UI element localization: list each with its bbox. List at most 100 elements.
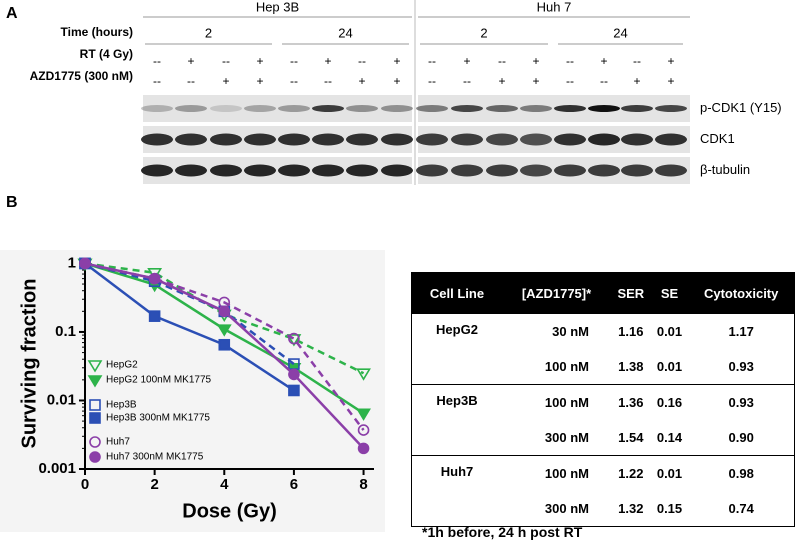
blot-band	[520, 133, 552, 146]
blot-label: p-CDK1 (Y15)	[700, 100, 782, 115]
table-row: 100 nM 1.38 0.01 0.93	[412, 349, 795, 385]
rt-sign: --	[633, 54, 641, 68]
marker	[356, 368, 371, 381]
y-tick-label: 0.1	[55, 323, 76, 340]
blot-background	[143, 95, 412, 122]
blot-band	[346, 164, 378, 177]
table-cell: 0.01	[650, 455, 689, 491]
marker	[218, 338, 231, 351]
row-label: AZD1775 (300 nM)	[30, 69, 133, 83]
blot-band	[655, 105, 687, 112]
legend-label: HepG2 100nM MK1775	[106, 375, 212, 386]
rt-sign: --	[498, 54, 506, 68]
legend-label: HepG2	[106, 360, 138, 371]
x-tick-label: 0	[81, 476, 89, 493]
azd-sign: +	[256, 74, 263, 88]
blot-band	[278, 133, 310, 146]
azd-sign: --	[428, 74, 436, 88]
azd-sign: +	[498, 74, 505, 88]
blot-band	[346, 105, 378, 112]
marker	[288, 384, 300, 397]
rt-sign: +	[256, 54, 263, 68]
table-cell: 1.32	[618, 501, 644, 516]
rt-sign: +	[600, 54, 607, 68]
table-cell: 100 nM	[544, 359, 589, 374]
marker	[216, 324, 232, 337]
table-cell: 0.15	[656, 501, 683, 516]
series-line	[84, 262, 365, 431]
cell-line: Hep3B	[411, 384, 502, 456]
azd-sign: +	[358, 74, 365, 88]
azd-sign: +	[393, 74, 400, 88]
time-label: 24	[338, 25, 352, 40]
table-cell: 1.36	[611, 384, 651, 420]
marker	[218, 305, 231, 318]
marker	[357, 424, 370, 436]
table-cell: 0.14	[656, 430, 683, 445]
legend-label: Huh7 300nM MK1775	[106, 452, 204, 463]
table-cell: 0.01	[656, 359, 683, 374]
blot-label: β-tubulin	[700, 162, 750, 177]
cell-line: HepG2	[411, 313, 502, 385]
blot-band	[312, 105, 344, 112]
legend-label: Huh7	[106, 437, 130, 448]
x-axis-title: Dose (Gy)	[182, 500, 276, 522]
rt-sign: --	[222, 54, 230, 68]
marker	[288, 368, 300, 381]
blot-band	[554, 133, 586, 146]
rt-sign: --	[358, 54, 366, 68]
azd-sign: --	[600, 74, 608, 88]
azd-sign: --	[153, 74, 161, 88]
blot-band	[141, 133, 173, 146]
blot-band	[381, 133, 413, 146]
table-cell: 0.90	[728, 430, 754, 445]
blot-band	[486, 164, 518, 177]
row-label: Time (hours)	[61, 25, 133, 39]
table-cell: 30 nM	[502, 313, 611, 349]
blot-band	[244, 164, 276, 177]
blot-band	[451, 105, 483, 112]
blot-band	[588, 105, 620, 112]
blot-band	[451, 133, 483, 146]
header-row: Cell Line [AZD1775]* SER SE Cytotoxicity	[411, 272, 795, 314]
rt-sign: +	[463, 54, 470, 68]
rt-sign: +	[324, 54, 331, 68]
blot-band	[621, 105, 653, 112]
azd-sign: +	[633, 74, 640, 88]
header-cell: Cytotoxicity	[688, 272, 795, 314]
blot-band	[486, 133, 518, 146]
table-row: HepG2 30 nM 1.16 0.01 1.17	[411, 313, 795, 385]
blot-label: CDK1	[700, 131, 735, 146]
blot-band	[554, 105, 586, 112]
y-tick-label: 0.01	[47, 391, 76, 408]
time-label: 24	[613, 25, 627, 40]
series-line	[84, 262, 295, 392]
blot-band	[244, 133, 276, 146]
rt-sign: --	[566, 54, 574, 68]
blot-band	[210, 133, 242, 146]
x-tick-label: 6	[290, 476, 298, 493]
table-cell: 1.54	[618, 430, 644, 445]
table-cell: 0.93	[728, 359, 754, 374]
x-tick-label: 4	[220, 476, 229, 493]
table-cell: 1.38	[618, 359, 644, 374]
table-cell: 0.93	[688, 384, 795, 420]
row-label: RT (4 Gy)	[80, 47, 133, 61]
azd-sign: --	[187, 74, 195, 88]
legend-marker	[87, 375, 103, 388]
blot-band	[312, 164, 344, 177]
marker	[357, 442, 370, 455]
blot-band	[381, 164, 413, 177]
cell-line-label: Huh 7	[537, 0, 572, 14]
y-tick-label: 1	[68, 254, 76, 271]
marker	[148, 310, 161, 322]
blot-band	[346, 133, 378, 146]
marker	[148, 272, 161, 285]
table-cell: 1.16	[611, 313, 651, 349]
blot-band	[312, 133, 344, 146]
marker	[286, 334, 302, 347]
x-tick-label: 8	[359, 476, 367, 493]
blot-band	[520, 105, 552, 112]
